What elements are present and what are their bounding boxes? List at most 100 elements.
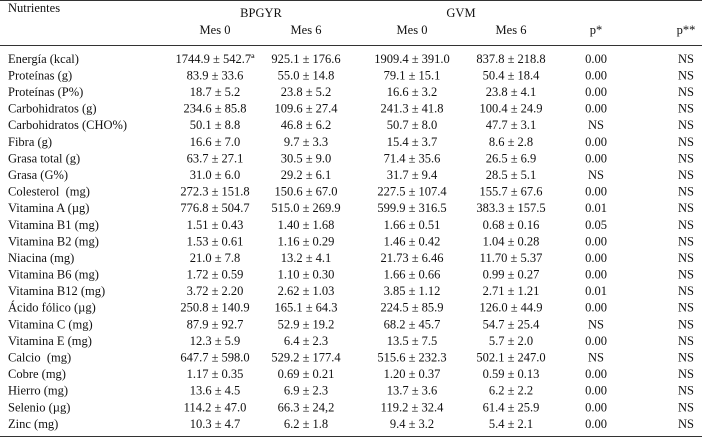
row-label: Proteínas (P%): [8, 85, 83, 99]
cell: 0.00: [585, 185, 607, 199]
cell: 272.3 ± 151.8: [180, 185, 249, 199]
header-cell: Nutrientes: [8, 1, 60, 15]
cell: 13.5 ± 7.5: [387, 334, 438, 348]
cell: 0.00: [585, 151, 607, 165]
row-label: Zinc (mg): [8, 417, 58, 431]
row-label: Ácido fólico (µg): [8, 301, 96, 315]
cell: 1.66 ± 0.66: [384, 268, 441, 282]
cell: 2.71 ± 1.21: [483, 284, 540, 298]
cell: 13.2 ± 4.1: [281, 251, 332, 265]
cell: 21.73 ± 6.46: [380, 251, 443, 265]
cell: 9.4 ± 3.2: [390, 417, 434, 431]
cell: 515.6 ± 232.3: [377, 351, 446, 365]
cell: 1.10 ± 0.30: [278, 268, 335, 282]
cell: 1.04 ± 0.28: [483, 234, 540, 248]
cell: 100.4 ± 24.9: [479, 102, 542, 116]
cell: NS: [678, 284, 694, 298]
cell: 1.53 ± 0.61: [187, 234, 244, 248]
cell: 46.8 ± 6.2: [281, 118, 332, 132]
cell: NS: [678, 68, 694, 82]
column-header: Mes 6: [291, 23, 322, 37]
cell: 647.7 ± 598.0: [180, 351, 249, 365]
row-label: Vitamina B1 (mg): [8, 218, 99, 232]
cell: 1744.9 ± 542.7ª: [175, 52, 255, 66]
cell: 150.6 ± 67.0: [274, 185, 337, 199]
cell: 776.8 ± 504.7: [180, 201, 249, 215]
group-header: BPGYR: [240, 6, 282, 20]
cell: 502.1 ± 247.0: [476, 351, 545, 365]
cell: 1.17 ± 0.35: [187, 367, 244, 381]
cell: 0.00: [585, 268, 607, 282]
cell: 165.1 ± 64.3: [274, 301, 337, 315]
column-header: Mes 0: [200, 23, 231, 37]
cell: 6.2 ± 1.8: [284, 417, 328, 431]
row-label: Calcio (mg): [8, 351, 71, 365]
cell: 2.62 ± 1.03: [278, 284, 335, 298]
cell: 515.0 ± 269.9: [271, 201, 340, 215]
cell: 250.8 ± 140.9: [180, 301, 249, 315]
cell: 599.9 ± 316.5: [377, 201, 446, 215]
cell: 23.8 ± 5.2: [281, 85, 332, 99]
cell: NS: [678, 85, 694, 99]
cell: NS: [588, 317, 604, 331]
cell: 71.4 ± 35.6: [384, 151, 441, 165]
row-label: Carbohidratos (CHO%): [8, 118, 127, 132]
row-label: Energía (kcal): [8, 52, 79, 66]
cell: 0.00: [585, 400, 607, 414]
cell: NS: [678, 185, 694, 199]
cell: 1909.4 ± 391.0: [374, 52, 450, 66]
row-label: Selenio (µg): [8, 400, 70, 414]
cell: 0.69 ± 0.21: [278, 367, 335, 381]
cell: 0.59 ± 0.13: [483, 367, 540, 381]
cell: NS: [678, 351, 694, 365]
cell: NS: [678, 334, 694, 348]
cell: 5.7 ± 2.0: [489, 334, 533, 348]
cell: 50.1 ± 8.8: [190, 118, 241, 132]
cell: 3.85 ± 1.12: [384, 284, 441, 298]
cell: NS: [678, 268, 694, 282]
cell: 9.7 ± 3.3: [284, 135, 328, 149]
cell: NS: [588, 118, 604, 132]
cell: 0.01: [585, 284, 607, 298]
cell: 1.66 ± 0.51: [384, 218, 441, 232]
cell: NS: [678, 301, 694, 315]
cell: 1.51 ± 0.43: [187, 218, 244, 232]
cell: 21.0 ± 7.8: [190, 251, 241, 265]
cell: NS: [678, 201, 694, 215]
row-label: Grasa (G%): [8, 168, 68, 182]
cell: NS: [678, 102, 694, 116]
cell: 1.20 ± 0.37: [384, 367, 441, 381]
cell: 0.00: [585, 85, 607, 99]
row-label: Vitamina A (µg): [8, 201, 89, 215]
cell: 52.9 ± 19.2: [278, 317, 335, 331]
cell: 50.7 ± 8.0: [387, 118, 438, 132]
cell: NS: [678, 168, 694, 182]
cell: 0.00: [585, 367, 607, 381]
cell: 11.70 ± 5.37: [480, 251, 543, 265]
row-label: Cobre (mg): [8, 367, 66, 381]
cell: 30.5 ± 9.0: [281, 151, 332, 165]
cell: NS: [678, 151, 694, 165]
cell: 31.7 ± 9.4: [387, 168, 438, 182]
cell: 6.2 ± 2.2: [489, 384, 533, 398]
group-header: GVM: [446, 6, 475, 20]
cell: 28.5 ± 5.1: [486, 168, 537, 182]
cell: 0.00: [585, 135, 607, 149]
row-label: Fibra (g): [8, 135, 52, 149]
cell: 119.2 ± 32.4: [381, 400, 444, 414]
cell: NS: [678, 317, 694, 331]
cell: 0.99 ± 0.27: [483, 268, 540, 282]
column-header: Mes 6: [496, 23, 527, 37]
cell: NS: [678, 251, 694, 265]
row-label: Vitamina B2 (mg): [8, 234, 99, 248]
cell: 114.2 ± 47.0: [184, 400, 247, 414]
cell: 26.5 ± 6.9: [486, 151, 537, 165]
cell: NS: [588, 168, 604, 182]
cell: 29.2 ± 6.1: [281, 168, 332, 182]
cell: NS: [678, 367, 694, 381]
cell: 16.6 ± 7.0: [190, 135, 241, 149]
row-label: Carbohidratos (g): [8, 102, 97, 116]
cell: 0.00: [585, 68, 607, 82]
cell: 83.9 ± 33.6: [187, 68, 244, 82]
